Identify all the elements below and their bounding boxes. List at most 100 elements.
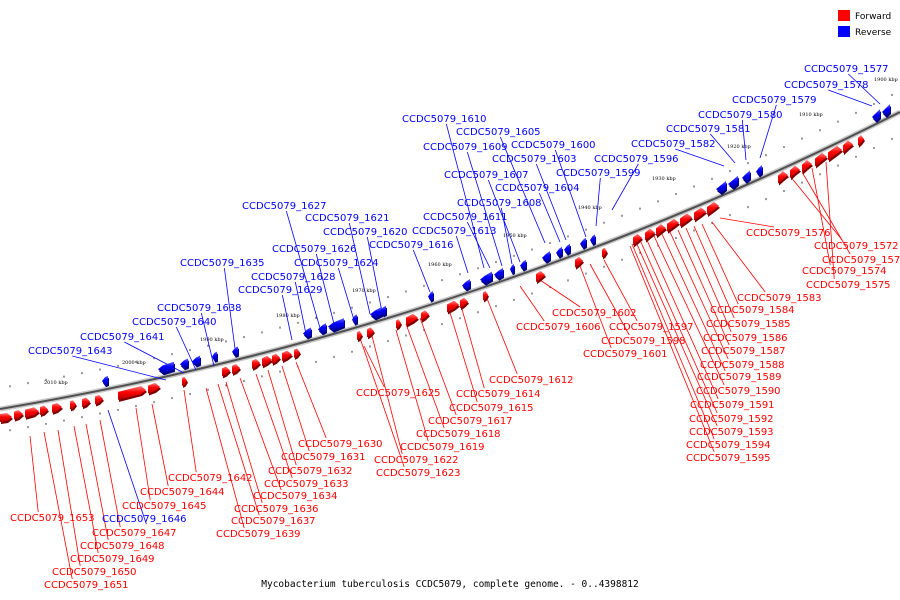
forward-gene-label: CCDC5079_1637 [231,516,316,527]
kbp-label: 1960 kbp [428,262,452,268]
leader-line [825,161,835,280]
kbp-label: 1920 kbp [727,144,751,150]
forward-gene-arrow [40,405,48,416]
forward-gene-label: CCDC5079_1648 [80,541,165,552]
reverse-gene-arrow [328,318,344,331]
reverse-gene-label: CCDC5079_1604 [495,183,580,194]
leader-line [151,403,169,487]
reverse-gene-arrow [716,180,726,194]
forward-gene-label: CCDC5079_1615 [449,403,534,414]
leader-line [294,281,307,335]
kbp-scale-labels: 1900 kbp 1910 kbp 1920 kbp 1930 kbp 1940 kbp… [44,77,898,386]
leader-line [295,361,327,439]
leader-line [848,73,881,105]
leader-line [631,243,715,440]
reverse-gene-label: CCDC5079_1600 [511,140,596,151]
reverse-gene-label: CCDC5079_1611 [423,212,508,223]
forward-gene-arrow [602,247,607,258]
reverse-gene-arrow [580,237,586,248]
leader-line [828,89,873,107]
forward-gene-arrow [25,407,39,418]
forward-gene-label: CCDC5079_1606 [516,322,601,333]
leader-line [107,409,147,525]
forward-gene-label: CCDC5079_1587 [701,346,786,357]
forward-gene-label: CCDC5079_1598 [601,336,686,347]
forward-gene-label: CCDC5079_1592 [689,414,774,425]
forward-gene-arrow [396,319,401,329]
leader-line [315,253,335,325]
reverse-gene-arrow [590,234,595,245]
leader-line [466,221,491,269]
leader-line [589,263,630,336]
forward-gene-arrow [460,297,468,309]
leader-line [645,237,719,400]
reverse-gene-arrow [352,314,357,324]
forward-gene-arrow [790,165,800,179]
reverse-gene-label: CCDC5079_1626 [272,244,357,255]
leader-line [711,221,766,293]
forward-gene-arrow [575,256,583,268]
kbp-label: 1910 kbp [799,112,823,118]
leader-line [677,229,730,346]
leader-line [73,425,99,554]
reverse-gene-label: CCDC5079_1608 [457,198,542,209]
leader-line [371,335,403,455]
leader-line [519,285,545,322]
leader-line [175,326,197,371]
leader-line [685,227,732,333]
forward-gene-label: CCDC5079_1585 [706,319,791,330]
reverse-swatch [838,26,850,37]
forward-gene-arrow [778,171,788,184]
reverse-gene-label: CCDC5079_1624 [294,258,379,269]
reverse-gene-arrow [192,355,200,366]
leader-line [459,301,485,389]
reverse-gene-arrow [542,251,550,262]
forward-gene-arrow [294,348,300,358]
legend-reverse-label: Reverse [855,28,892,38]
leader-line [419,317,457,416]
leader-line [675,148,725,167]
forward-gene-arrow [802,159,812,173]
leader-line [57,429,81,567]
forward-gene-arrow [262,355,272,367]
leader-line [412,249,431,293]
forward-gene-arrow [447,300,459,313]
leader-line [455,235,469,274]
reverse-gene-arrow [180,358,188,369]
kbp-label: 2000 kbp [122,360,146,366]
forward-gene-label: CCDC5079_1632 [268,466,353,477]
reverse-gene-arrow [742,170,750,182]
forward-gene-label: CCDC5079_1650 [52,567,137,578]
forward-gene-arrow [536,270,545,283]
forward-gene-arrow [815,152,827,167]
forward-gene-label: CCDC5079_1642 [168,473,253,484]
leader-line [635,241,718,427]
reverse-gene-label: CCDC5079_1582 [631,139,716,150]
reverse-gene-arrow [494,267,503,279]
forward-gene-arrow [95,394,103,405]
gene-labels: CCDC5079_1577 CCDC5079_1578 CCDC5079_1579 C… [10,64,900,591]
reverse-gene-label: CCDC5079_1641 [80,332,165,343]
leader-line [72,355,167,381]
leader-line [337,267,355,321]
forward-gene-label: CCDC5079_1601 [583,349,668,360]
reverse-gene-arrow [370,306,382,319]
leader-line [447,305,478,403]
reverse-gene-label: CCDC5079_1638 [157,303,242,314]
forward-gene-label: CCDC5079_1591 [690,400,775,411]
reverse-gene-arrow [318,323,326,334]
forward-gene-arrow [52,402,62,413]
reverse-gene-label: CCDC5079_1603 [492,154,577,165]
leader-line [405,323,445,429]
kbp-label: 1990 kbp [200,337,224,343]
leader-line [29,435,39,513]
leader-line [205,387,245,529]
forward-gene-arrow [680,213,692,227]
reverse-gene-label: CCDC5079_1646 [102,514,187,525]
forward-gene-label: CCDC5079_1649 [70,554,155,565]
leader-line [661,233,726,372]
forward-gene-arrow [222,366,230,377]
reverse-gene-label: CCDC5079_1609 [423,142,508,153]
forward-gene-arrow [272,353,280,364]
